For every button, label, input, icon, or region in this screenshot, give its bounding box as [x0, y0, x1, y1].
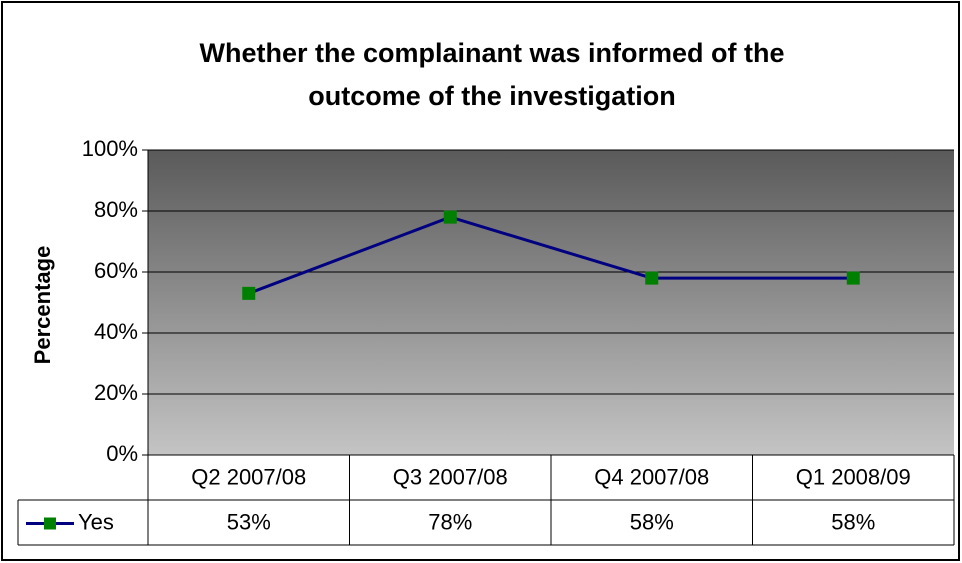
x-tick-label: Q1 2008/09 — [796, 464, 911, 489]
y-tick-label: 0% — [106, 441, 138, 466]
y-axis-label: Percentage — [30, 246, 55, 365]
series-line — [248, 215, 854, 295]
x-tick-label: Q3 2007/08 — [393, 464, 508, 489]
legend-marker — [44, 517, 56, 530]
y-tick-label: 80% — [94, 197, 138, 222]
y-tick-label: 40% — [94, 319, 138, 344]
marker — [846, 271, 860, 285]
x-tick-label: Q2 2007/08 — [191, 464, 306, 489]
chart-title: Whether the complainant was informed of … — [199, 38, 784, 68]
data-label: 58% — [831, 509, 875, 534]
plot-area — [148, 150, 954, 455]
marker — [242, 286, 256, 300]
data-label: 78% — [428, 509, 472, 534]
y-tick-label: 20% — [94, 380, 138, 405]
marker — [645, 271, 659, 285]
legend-label: Yes — [78, 509, 114, 534]
data-label: 53% — [227, 509, 271, 534]
x-tick-label: Q4 2007/08 — [594, 464, 709, 489]
chart-title: outcome of the investigation — [308, 81, 676, 111]
y-tick-label: 100% — [82, 136, 138, 161]
marker — [443, 210, 457, 224]
data-label: 58% — [630, 509, 674, 534]
y-tick-label: 60% — [94, 258, 138, 283]
